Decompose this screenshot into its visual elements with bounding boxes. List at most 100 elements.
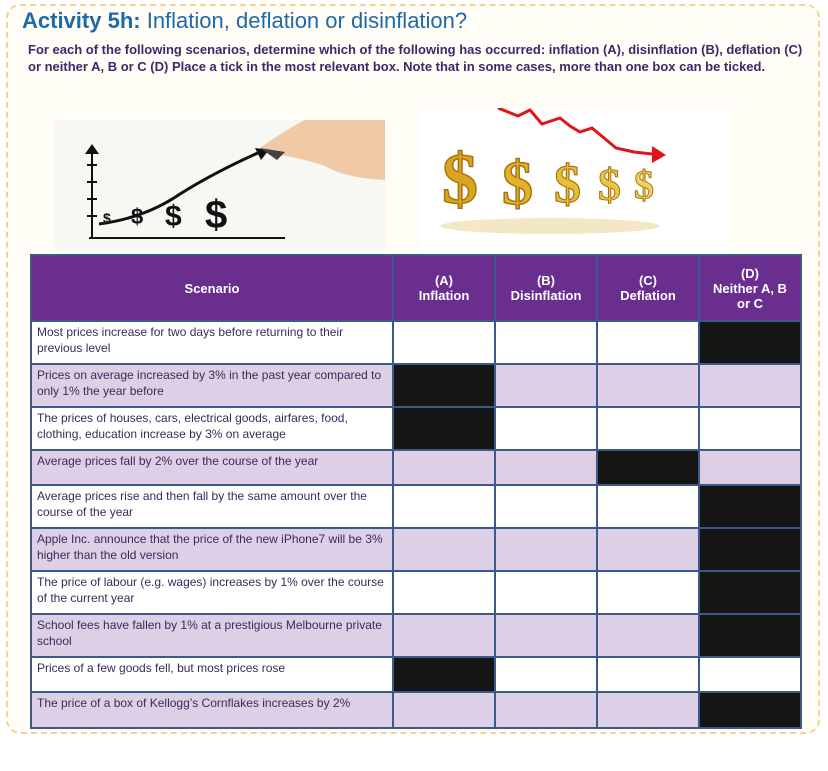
tick-box-b[interactable] [494,484,598,529]
table-body: Most prices increase for two days before… [30,320,802,729]
falling-arrowhead [652,146,666,163]
gold-dollar-3: $ [554,154,581,214]
scenario-text: Average prices fall by 2% over the cours… [30,449,394,486]
tick-box-c[interactable] [596,691,700,729]
tick-box-a[interactable] [392,406,496,451]
tick-box-d[interactable] [698,449,802,486]
falling-prices-image: $ $ $ $ $ [420,106,730,253]
scenario-text: Prices on average increased by 3% in the… [30,363,394,408]
tick-box-c[interactable] [596,613,700,658]
instructions-text: For each of the following scenarios, det… [28,42,803,74]
tick-box-a[interactable] [392,570,496,615]
table-row: Apple Inc. announce that the price of th… [30,527,802,572]
tick-box-c[interactable] [596,570,700,615]
axis-arrow-up [85,144,99,154]
table-row: The prices of houses, cars, electrical g… [30,406,802,451]
tick-box-d[interactable] [698,406,802,451]
table-row: Prices on average increased by 3% in the… [30,363,802,408]
rising-prices-graphic: $ $ $ $ [85,120,385,239]
tick-box-a[interactable] [392,527,496,572]
tick-box-b[interactable] [494,320,598,365]
dollar-sign-medium: $ [131,204,143,229]
tick-box-b[interactable] [494,363,598,408]
tick-box-d[interactable] [698,527,802,572]
rising-curve [98,150,261,226]
header-line: or C [737,295,763,311]
dollar-sign-large: $ [165,200,182,233]
table-row: Average prices fall by 2% over the cours… [30,449,802,486]
reflection [440,218,660,234]
tick-box-c[interactable] [596,656,700,693]
tick-box-b[interactable] [494,449,598,486]
activity-heading: Inflation, deflation or disinflation? [140,8,468,33]
tick-box-b[interactable] [494,406,598,451]
tick-box-c[interactable] [596,363,700,408]
tick-box-b[interactable] [494,691,598,729]
tick-box-c[interactable] [596,406,700,451]
activity-title: Activity 5h: Inflation, deflation or dis… [22,8,467,34]
header-line: (A) [434,273,454,288]
header-line: (D) [740,265,760,281]
scenario-text: Apple Inc. announce that the price of th… [30,527,394,572]
tick-box-a[interactable] [392,449,496,486]
tick-box-d[interactable] [698,363,802,408]
tick-box-d[interactable] [698,613,802,658]
activity-number: Activity 5h: [22,8,141,33]
marker-pen [260,148,285,160]
scenario-text: The price of a box of Kellogg’s Cornflak… [30,691,394,729]
axis-ticks [87,164,97,217]
header-scenario: Scenario [30,254,394,322]
tick-box-a[interactable] [392,613,496,658]
tick-box-b[interactable] [494,656,598,693]
table-row: Prices of a few goods fell, but most pri… [30,656,802,693]
scenario-text: The prices of houses, cars, electrical g… [30,406,394,451]
table-row: Most prices increase for two days before… [30,320,802,365]
gold-dollar-1: $ [442,139,478,219]
scenario-text: The price of labour (e.g. wages) increas… [30,570,394,615]
scenario-text: Most prices increase for two days before… [30,320,394,365]
tick-box-b[interactable] [494,613,598,658]
scenario-text: School fees have fallen by 1% at a prest… [30,613,394,658]
header-deflation: (C) Deflation [596,254,700,322]
table-row: The price of labour (e.g. wages) increas… [30,570,802,615]
header-line: Neither A, B [713,280,787,296]
tick-box-d[interactable] [698,320,802,365]
header-disinflation: (B) Disinflation [494,254,598,322]
scenario-text: Prices of a few goods fell, but most pri… [30,656,394,693]
tick-box-a[interactable] [392,363,496,408]
header-line: Disinflation [510,288,582,303]
tick-box-a[interactable] [392,484,496,529]
tick-box-d[interactable] [698,484,802,529]
rising-prices-image: $ $ $ $ [55,120,385,250]
header-inflation: (A) Inflation [392,254,496,322]
gold-dollar-4: $ [598,159,621,210]
table-header-row: Scenario (A) Inflation (B) Disinflation (C) De… [30,254,802,322]
gold-dollar-2: $ [502,150,533,218]
tick-box-a[interactable] [392,656,496,693]
tick-box-c[interactable] [596,484,700,529]
hand-drawing [260,120,385,180]
header-line: (C) [638,273,658,288]
dollar-sign-xlarge: $ [205,193,227,237]
tick-box-d[interactable] [698,570,802,615]
tick-box-b[interactable] [494,570,598,615]
falling-prices-graphic: $ $ $ $ $ [440,106,666,234]
header-line: Deflation [620,288,676,303]
header-line: (B) [536,273,556,288]
tick-box-d[interactable] [698,691,802,729]
table-row: School fees have fallen by 1% at a prest… [30,613,802,658]
tick-box-a[interactable] [392,691,496,729]
table-row: The price of a box of Kellogg’s Cornflak… [30,691,802,729]
tick-box-d[interactable] [698,656,802,693]
table-row: Average prices rise and then fall by the… [30,484,802,529]
tick-box-b[interactable] [494,527,598,572]
header-line: Inflation [418,288,470,303]
header-line: Scenario [184,280,240,296]
scenario-table: Scenario (A) Inflation (B) Disinflation (C) De… [30,254,802,729]
tick-box-c[interactable] [596,320,700,365]
dollar-sign-small: $ [103,210,111,226]
tick-box-c[interactable] [596,449,700,486]
tick-box-a[interactable] [392,320,496,365]
tick-box-c[interactable] [596,527,700,572]
